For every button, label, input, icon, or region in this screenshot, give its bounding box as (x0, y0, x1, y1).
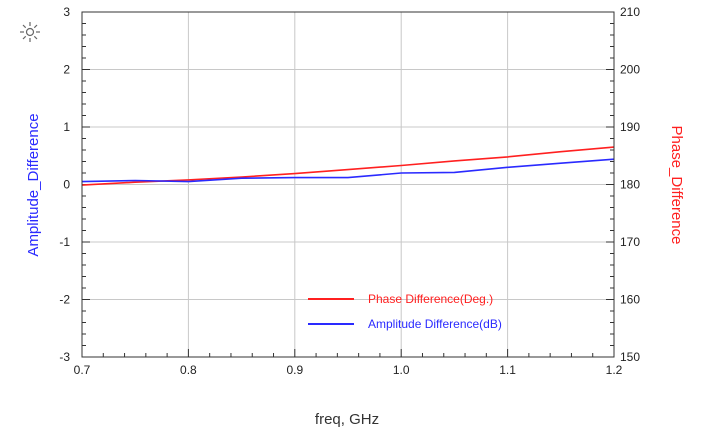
x-tick-label: 0.7 (74, 363, 91, 377)
y-right-tick-label: 180 (620, 178, 640, 192)
y-left-tick-label: 1 (63, 120, 70, 134)
y-right-tick-label: 150 (620, 350, 640, 364)
legend-label-amplitude: Amplitude Difference(dB) (368, 317, 502, 331)
legend: Phase Difference(Deg.) Amplitude Differe… (308, 292, 502, 331)
tick-labels: 0.7 0.8 0.9 1.0 1.1 1.2 -3 -2 -1 0 1 2 3 150 160 170 180… (59, 5, 640, 377)
grid (82, 12, 614, 357)
legend-label-phase: Phase Difference(Deg.) (368, 292, 493, 306)
y-left-tick-label: -3 (59, 350, 70, 364)
series-line-phase (81, 146, 615, 186)
x-axis-title: freq, GHz (315, 411, 379, 428)
series-layer (81, 146, 615, 186)
x-tick-label: 1.1 (499, 363, 516, 377)
series-line-amplitude (81, 158, 615, 183)
y-left-tick-label: 3 (63, 5, 70, 19)
x-tick-label: 0.9 (286, 363, 303, 377)
left-axis-title: Amplitude_Difference (25, 113, 42, 256)
y-right-tick-label: 160 (620, 293, 640, 307)
x-tick-label: 1.0 (393, 363, 410, 377)
y-left-tick-label: 0 (63, 178, 70, 192)
y-right-tick-label: 170 (620, 235, 640, 249)
y-right-tick-label: 190 (620, 120, 640, 134)
y-left-tick-label: -2 (59, 293, 70, 307)
y-right-tick-label: 200 (620, 63, 640, 77)
y-right-tick-label: 210 (620, 5, 640, 19)
plot-frame (81, 11, 615, 358)
right-axis-title: Phase_Difference (668, 126, 685, 245)
x-tick-label: 1.2 (606, 363, 623, 377)
y-left-tick-label: -1 (59, 235, 70, 249)
sun-marker-icon (20, 22, 40, 42)
y-left-tick-label: 2 (63, 63, 70, 77)
x-tick-label: 0.8 (180, 363, 197, 377)
